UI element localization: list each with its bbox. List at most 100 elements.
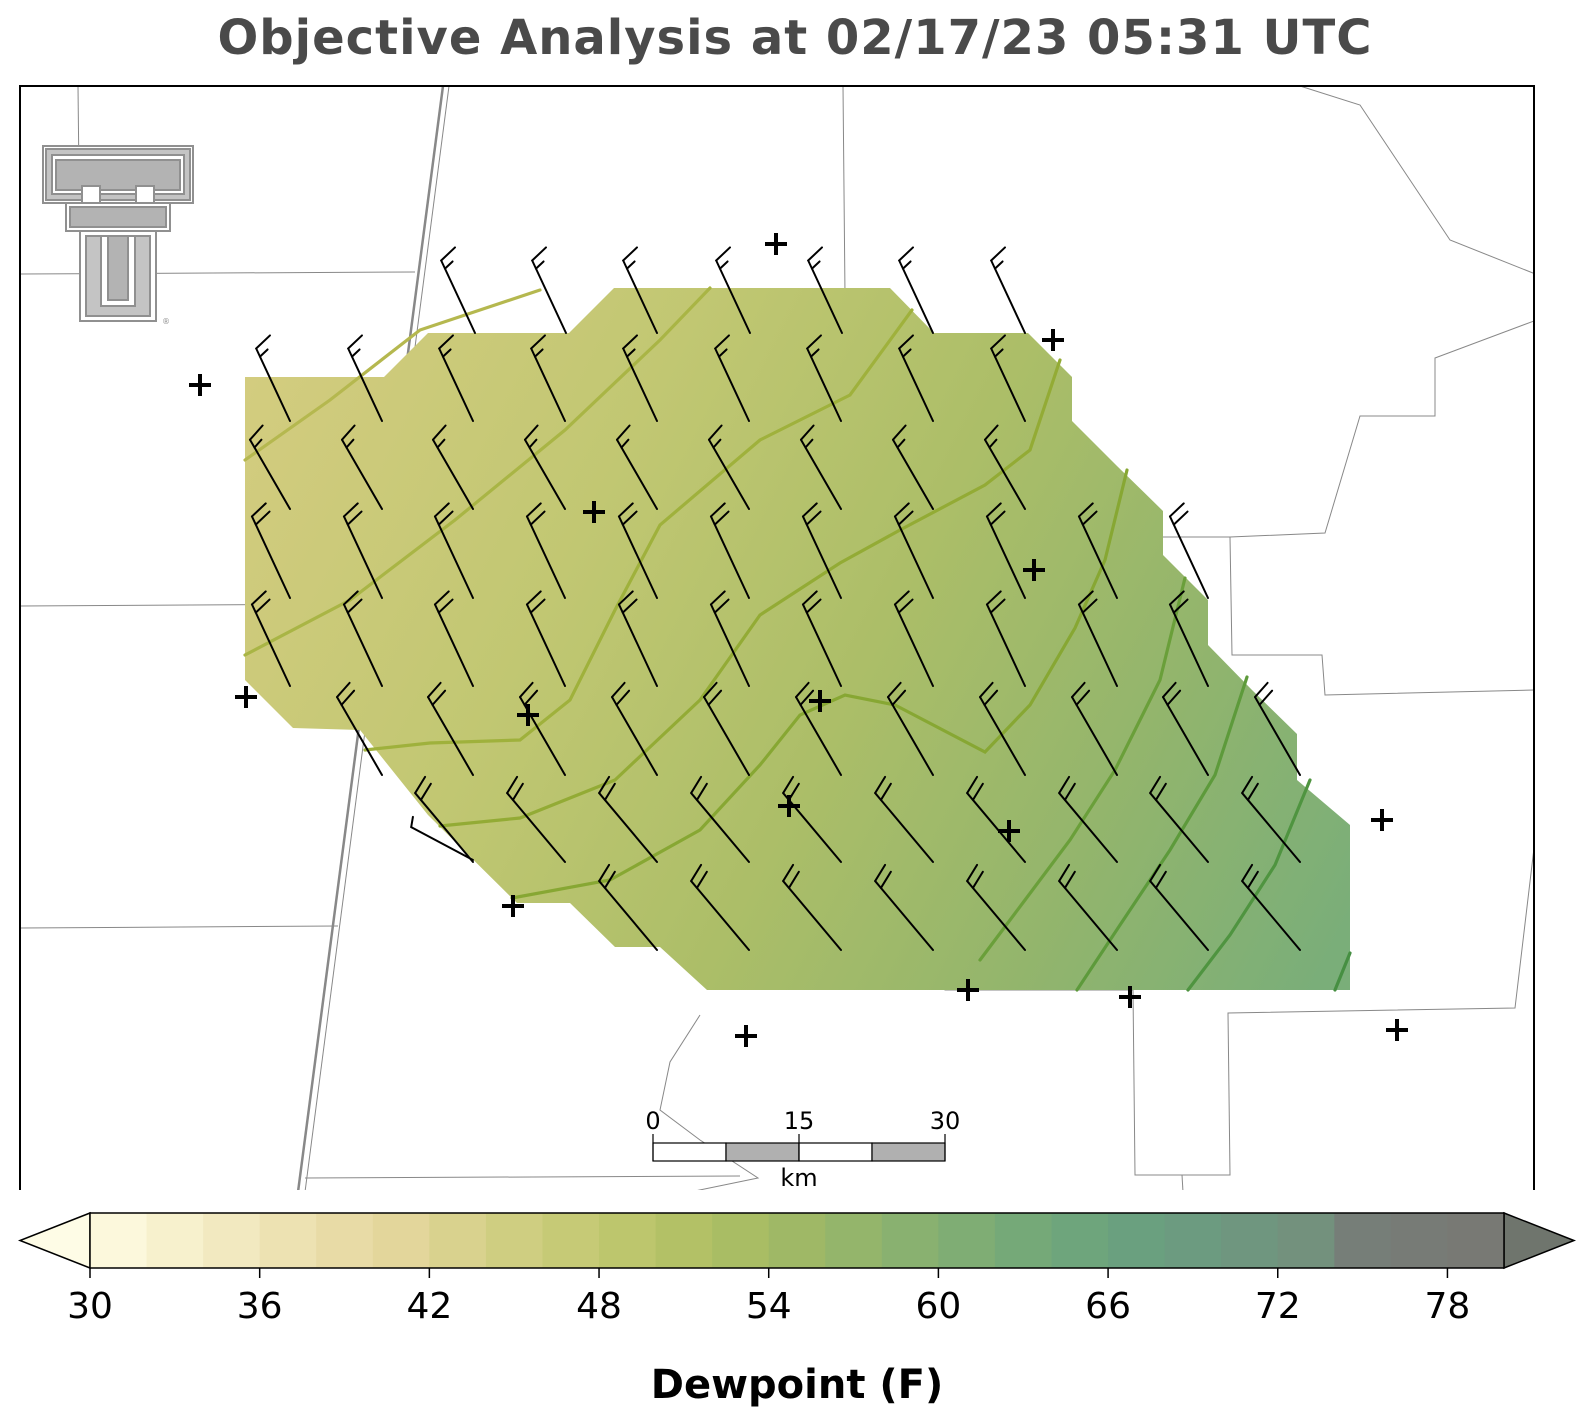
wind-barb-icon bbox=[709, 502, 750, 599]
texas-tech-double-t-logo: ® bbox=[42, 145, 194, 326]
contour-46 bbox=[243, 286, 712, 657]
scalebar-tick-15: 15 bbox=[784, 1107, 815, 1135]
wind-barb-icon bbox=[1149, 863, 1209, 951]
wind-barb-icon bbox=[990, 246, 1026, 334]
contour-50 bbox=[438, 358, 1062, 828]
colorbar-label: Dewpoint (F) bbox=[651, 1362, 944, 1408]
colorbar-tick-label: 78 bbox=[1425, 1286, 1471, 1327]
plus-icon bbox=[998, 820, 1020, 842]
wind-barb-icon bbox=[414, 775, 474, 863]
wind-barb-icon bbox=[1058, 775, 1118, 863]
wind-barb-icon bbox=[782, 863, 842, 951]
wind-barb-icon bbox=[892, 424, 934, 510]
colorbar-swatch bbox=[881, 1213, 939, 1268]
colorbar-swatch bbox=[1108, 1213, 1166, 1268]
wind-barb-icon bbox=[530, 334, 566, 422]
colorbar-tick-label: 36 bbox=[237, 1286, 283, 1327]
wind-barb-icon bbox=[1071, 681, 1118, 776]
colorbar-swatch bbox=[655, 1213, 713, 1268]
colorbar-tick-label: 54 bbox=[746, 1286, 792, 1327]
colorbar-tick-label: 66 bbox=[1085, 1286, 1131, 1327]
colorbar-swatch bbox=[485, 1213, 544, 1268]
wind-barb-icon bbox=[611, 681, 658, 776]
wind-barb-icon bbox=[703, 681, 750, 776]
scale-bar: 0 15 30 km bbox=[645, 1107, 960, 1190]
wind-barb-icon bbox=[341, 424, 383, 510]
contour-44 bbox=[243, 288, 542, 462]
wind-barb-icon bbox=[690, 775, 750, 863]
contour-62 bbox=[1333, 951, 1352, 992]
colorbar-swatch bbox=[542, 1213, 600, 1268]
colorbar-swatch bbox=[372, 1213, 430, 1268]
wind-barb-icon bbox=[622, 334, 658, 422]
colorbar-swatch bbox=[259, 1213, 317, 1268]
wind-barb-icon bbox=[801, 502, 842, 599]
wind-barb-icon bbox=[801, 590, 842, 687]
contour-60 bbox=[1186, 778, 1312, 992]
colorbar-swatch bbox=[1277, 1213, 1335, 1268]
wind-barb-icon bbox=[432, 424, 474, 510]
svg-text:®: ® bbox=[162, 317, 170, 326]
colorbar-swatch bbox=[1164, 1213, 1222, 1268]
wind-barb-icon bbox=[1149, 775, 1209, 863]
wind-barb-icon bbox=[1058, 863, 1118, 951]
wind-barb-icon bbox=[1168, 502, 1209, 599]
contour-52 bbox=[510, 468, 1129, 900]
wind-barb-icon bbox=[714, 334, 750, 422]
colorbar-tick-label: 30 bbox=[67, 1286, 113, 1327]
plus-icon bbox=[1371, 809, 1393, 831]
scalebar-tick-0: 0 bbox=[645, 1107, 660, 1135]
plus-icon bbox=[1023, 559, 1045, 581]
wind-barb-icon bbox=[598, 775, 658, 863]
colorbar-over-arrow bbox=[1503, 1211, 1577, 1270]
wind-barb-icon bbox=[709, 590, 750, 687]
wind-barb-icon bbox=[898, 246, 934, 334]
scalebar-unit: km bbox=[780, 1164, 817, 1190]
wind-barb-icon bbox=[347, 334, 383, 422]
wind-barb-icon bbox=[342, 502, 383, 599]
colorbar-swatch bbox=[938, 1213, 996, 1268]
wind-barb-icon bbox=[898, 334, 934, 422]
colorbar-swatch bbox=[825, 1213, 883, 1268]
map-title: Objective Analysis at 02/17/23 05:31 UTC bbox=[217, 10, 1373, 66]
plus-icon bbox=[735, 1025, 757, 1047]
colorbar-swatch bbox=[1334, 1213, 1392, 1268]
wind-barb-icon bbox=[524, 424, 566, 510]
plus-icon bbox=[809, 690, 831, 712]
wind-barb-icon bbox=[966, 775, 1026, 863]
wind-barb-icon bbox=[438, 334, 474, 422]
colorbar-tick-label: 48 bbox=[576, 1286, 622, 1327]
scalebar-tick-30: 30 bbox=[930, 1107, 961, 1135]
plus-icon bbox=[517, 704, 539, 726]
colorbar-tick-label: 60 bbox=[915, 1286, 961, 1327]
wind-barb-icon bbox=[1254, 681, 1301, 776]
wind-barb-icon bbox=[440, 246, 476, 334]
plus-icon bbox=[778, 795, 800, 817]
wind-barb-icon bbox=[984, 424, 1026, 510]
colorbar-swatch bbox=[599, 1213, 657, 1268]
analysis-map: ® 0 15 30 km bbox=[19, 85, 1535, 1190]
wind-barb-icon bbox=[617, 502, 658, 599]
wind-barb-icon bbox=[336, 681, 383, 776]
wind-barb-icon bbox=[1162, 681, 1209, 776]
plus-icon bbox=[1119, 986, 1141, 1008]
dewpoint-field bbox=[245, 288, 1350, 990]
wind-barb-icon bbox=[250, 502, 291, 599]
colorbar-outline bbox=[89, 1212, 1505, 1269]
wind-barb-icon bbox=[410, 815, 474, 861]
wind-barb-icon bbox=[433, 502, 474, 599]
colorbar-tick-label: 42 bbox=[406, 1286, 452, 1327]
wind-barb-icon bbox=[342, 590, 383, 687]
colorbar-swatch bbox=[316, 1213, 374, 1268]
wind-barb-icon bbox=[990, 334, 1026, 422]
colorbar-swatch bbox=[768, 1213, 826, 1268]
wind-barb-icon bbox=[966, 863, 1026, 951]
wind-barb-icon bbox=[708, 424, 750, 510]
wind-barb-icon bbox=[598, 863, 658, 951]
colorbar-swatch bbox=[429, 1213, 487, 1268]
map-frame bbox=[19, 85, 1535, 1190]
wind-barb-icon bbox=[617, 590, 658, 687]
wind-barb-icon bbox=[427, 681, 474, 776]
colorbar-under-arrow bbox=[17, 1211, 91, 1270]
colorbar-swatch bbox=[994, 1213, 1053, 1268]
